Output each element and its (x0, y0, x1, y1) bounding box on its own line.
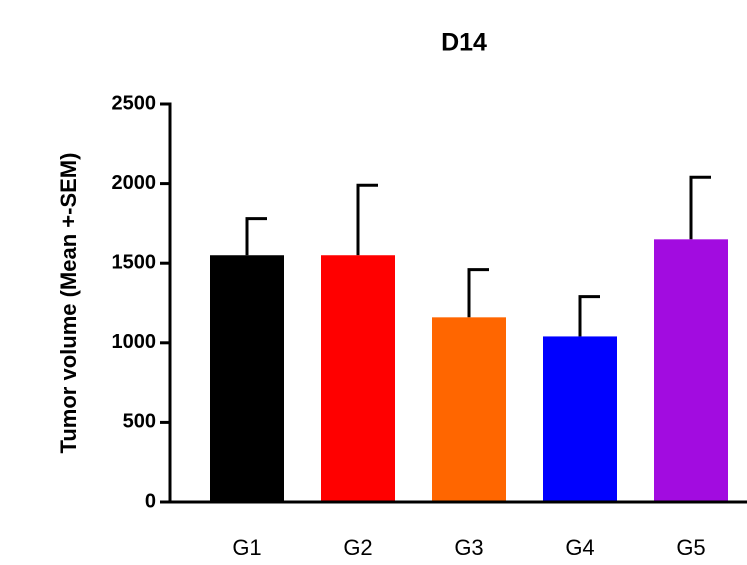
bar (210, 255, 284, 502)
bar (654, 239, 728, 502)
x-tick-label: G3 (454, 535, 483, 560)
y-tick-label: 0 (145, 490, 156, 512)
x-tick-label: G1 (232, 535, 261, 560)
x-tick-label: G2 (343, 535, 372, 560)
bar (543, 336, 617, 502)
y-tick-label: 2000 (112, 172, 157, 194)
y-tick-label: 2500 (112, 92, 157, 114)
x-tick-label: G5 (676, 535, 705, 560)
x-tick-label: G4 (565, 535, 594, 560)
bar (432, 317, 506, 502)
chart-title: D14 (441, 29, 487, 57)
y-tick-label: 1500 (112, 251, 157, 273)
y-axis-label: Tumor volume (Mean +-SEM) (56, 153, 81, 454)
bar (321, 255, 395, 502)
y-tick-label: 1000 (112, 331, 157, 353)
y-tick-label: 500 (123, 411, 156, 433)
